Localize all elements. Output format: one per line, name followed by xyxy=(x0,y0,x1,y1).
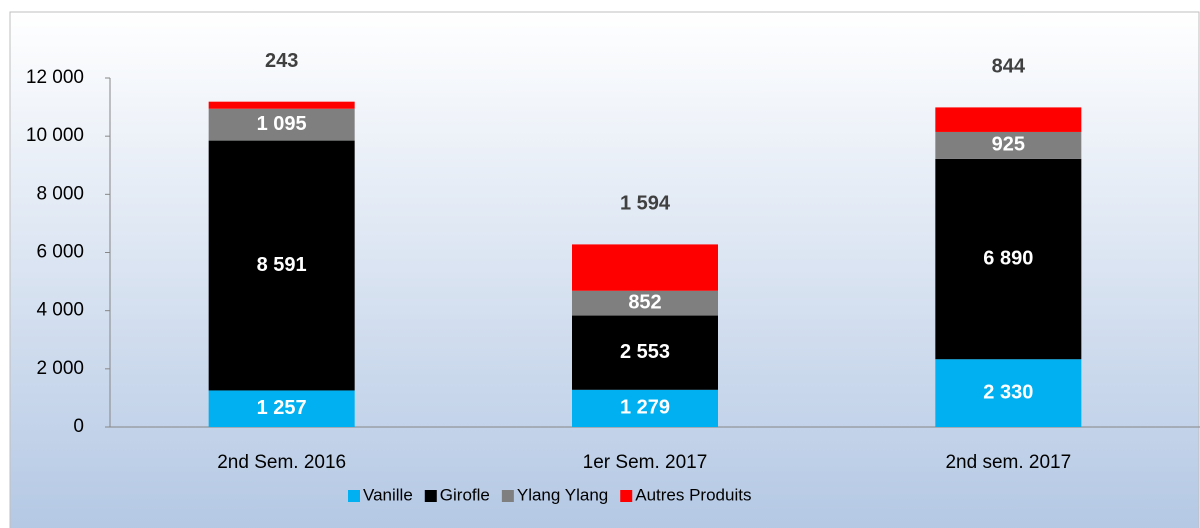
legend-label: Autres Produits xyxy=(635,485,751,504)
data-label: 2 553 xyxy=(620,341,670,363)
bar-segment xyxy=(935,158,1082,360)
data-label: 1 594 xyxy=(620,193,671,215)
bar-segment xyxy=(208,140,355,391)
legend-label: Ylang Ylang xyxy=(517,485,608,504)
data-label: 1 095 xyxy=(257,113,307,135)
data-label: 8 591 xyxy=(257,254,307,276)
bar-segment xyxy=(572,244,718,291)
y-tick-label: 0 xyxy=(73,416,84,437)
bar-segment xyxy=(572,290,718,316)
legend-swatch xyxy=(348,490,360,502)
data-label: 6 890 xyxy=(983,247,1033,269)
x-tick-label: 1er Sem. 2017 xyxy=(583,452,708,473)
bar-segment xyxy=(208,101,355,109)
data-label: 1 257 xyxy=(257,397,307,419)
data-label: 925 xyxy=(992,134,1025,156)
bar-segment xyxy=(935,359,1082,427)
data-label: 243 xyxy=(265,50,298,72)
data-label: 2 330 xyxy=(983,381,1033,403)
data-label: 852 xyxy=(628,291,661,313)
legend-swatch xyxy=(424,490,437,502)
y-tick-label: 8 000 xyxy=(36,183,84,204)
legend-swatch xyxy=(620,490,633,502)
data-label: 844 xyxy=(992,56,1026,78)
bar-segment xyxy=(572,389,718,427)
y-tick-label: 6 000 xyxy=(36,242,84,263)
legend-label: Girofle xyxy=(440,485,490,504)
x-tick-label: 2nd Sem. 2016 xyxy=(217,452,346,473)
bar-segment xyxy=(208,390,355,427)
data-label: 1 279 xyxy=(620,397,670,419)
legend-label: Vanille xyxy=(363,485,413,504)
y-tick-label: 12 000 xyxy=(26,67,84,88)
bar-segment xyxy=(935,107,1082,132)
legend-swatch xyxy=(501,490,514,502)
y-tick-label: 4 000 xyxy=(36,300,84,321)
bar-segment xyxy=(572,315,718,390)
x-tick-label: 2nd sem. 2017 xyxy=(945,452,1071,473)
y-tick-label: 2 000 xyxy=(36,358,84,379)
bar-segment xyxy=(935,131,1082,159)
bar-segment xyxy=(208,108,355,141)
y-tick-label: 10 000 xyxy=(26,125,84,146)
